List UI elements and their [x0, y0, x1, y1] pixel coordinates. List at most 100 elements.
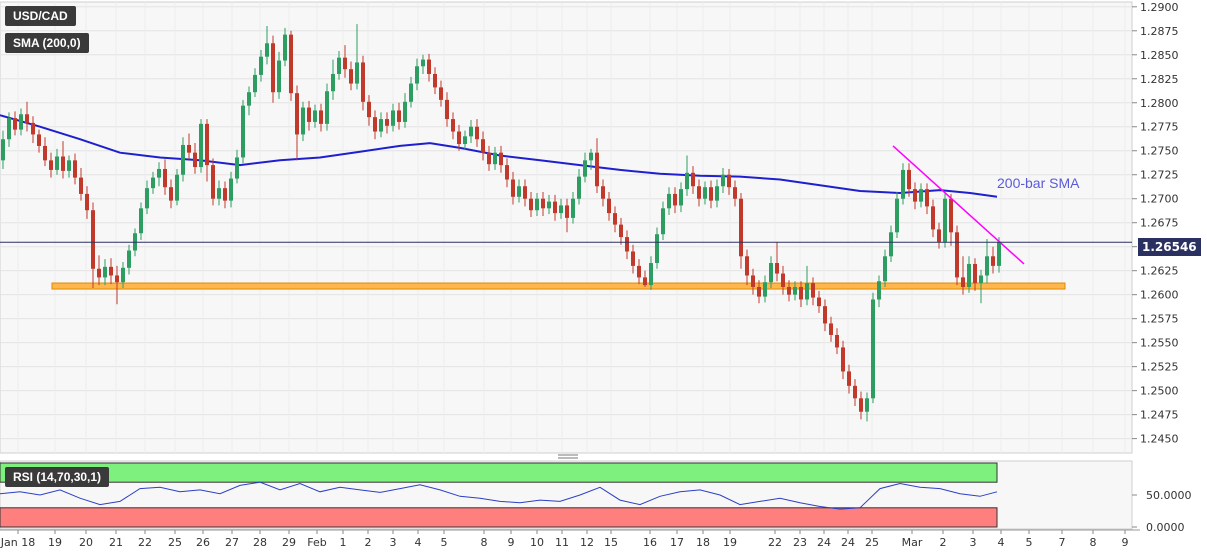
x-tick-label: 17 — [670, 536, 684, 549]
x-tick-label: 8 — [481, 536, 488, 549]
candle-bearish — [781, 273, 785, 287]
x-tick-label: Mar — [902, 536, 923, 549]
candle-bearish — [619, 224, 623, 238]
candle-bearish — [49, 160, 53, 170]
candle-bearish — [187, 144, 191, 153]
candle-bearish — [169, 187, 173, 201]
candle-bearish — [613, 213, 617, 225]
candle-bullish — [901, 169, 905, 199]
candle-bearish — [811, 283, 815, 298]
candle-bearish — [925, 189, 929, 207]
candle-bullish — [277, 60, 281, 93]
candle-bearish — [799, 286, 803, 300]
candle-bearish — [631, 251, 635, 266]
candle-bullish — [19, 114, 23, 130]
candle-bullish — [871, 299, 875, 399]
x-tick-label: 21 — [109, 536, 123, 549]
x-tick-label: 19 — [48, 536, 62, 549]
candle-bearish — [835, 334, 839, 348]
x-tick-label: 26 — [196, 536, 210, 549]
candle-bearish — [853, 385, 857, 399]
candle-bearish — [991, 256, 995, 266]
candle-bullish — [571, 198, 575, 218]
sma-annotation: 200-bar SMA — [997, 175, 1080, 191]
x-tick-label: 22 — [138, 536, 152, 549]
candle-bullish — [379, 119, 383, 132]
candle-bearish — [457, 131, 461, 145]
x-tick-label: 25 — [168, 536, 182, 549]
candle-bearish — [787, 286, 791, 295]
candle-bullish — [535, 198, 539, 211]
x-tick-label: 3 — [970, 536, 977, 549]
candle-bullish — [721, 174, 725, 187]
candle-bullish — [985, 256, 989, 276]
candle-bullish — [67, 160, 71, 171]
candle-bearish — [949, 198, 953, 233]
candle-bearish — [709, 187, 713, 201]
x-tick-label: 15 — [604, 536, 618, 549]
x-tick-label: 5 — [441, 536, 448, 549]
candle-bullish — [253, 74, 257, 93]
candle-bullish — [703, 187, 707, 199]
candle-bearish — [319, 110, 323, 124]
candle-bearish — [541, 198, 545, 209]
candle-bullish — [1, 139, 5, 161]
candle-bullish — [139, 208, 143, 234]
x-tick-label: 24 — [817, 536, 831, 549]
x-tick-label: 5 — [1026, 536, 1033, 549]
symbol-tag: USD/CAD — [5, 6, 76, 26]
rsi-y-tick-label: 50.0000 — [1146, 489, 1192, 502]
candle-bullish — [283, 34, 287, 61]
price-panel — [0, 1, 1133, 454]
x-tick-label: 3 — [390, 536, 397, 549]
candle-bullish — [583, 160, 587, 177]
candle-bullish — [415, 66, 419, 84]
y-tick-label: 1.2675 — [1140, 217, 1179, 230]
candle-bullish — [661, 208, 665, 235]
candle-bullish — [301, 107, 305, 135]
candle-bearish — [751, 275, 755, 287]
candle-bearish — [727, 174, 731, 188]
x-tick-label: 27 — [225, 536, 239, 549]
candle-bullish — [157, 168, 161, 178]
candle-bearish — [505, 165, 509, 180]
x-tick-label: 2 — [940, 536, 947, 549]
candle-bullish — [229, 178, 233, 201]
candle-bullish — [655, 234, 659, 264]
candle-bullish — [241, 105, 245, 158]
y-tick-label: 1.2850 — [1140, 49, 1179, 62]
candle-bearish — [427, 59, 431, 74]
candle-bullish — [391, 110, 395, 126]
candle-bullish — [421, 59, 425, 67]
candle-bearish — [271, 43, 275, 93]
candle-bullish — [325, 91, 329, 124]
y-tick-label: 1.2700 — [1140, 193, 1179, 206]
candle-bearish — [733, 187, 737, 199]
candle-bearish — [109, 266, 113, 276]
x-tick-label: 7 — [1059, 536, 1066, 549]
candle-bullish — [889, 232, 893, 257]
candle-bullish — [181, 144, 185, 175]
candle-bearish — [43, 145, 47, 161]
x-tick-label: 9 — [1122, 536, 1129, 549]
candle-bearish — [31, 122, 35, 135]
candle-bearish — [637, 265, 641, 278]
candle-bearish — [907, 169, 911, 190]
candle-bearish — [439, 87, 443, 100]
candle-bearish — [499, 152, 503, 166]
candle-bullish — [649, 263, 653, 286]
candle-bearish — [373, 117, 377, 132]
x-tick-label: 18 — [696, 536, 710, 549]
candle-bearish — [937, 229, 941, 242]
candle-bullish — [559, 205, 563, 214]
candle-bearish — [739, 198, 743, 257]
candle-bullish — [997, 241, 1001, 266]
candle-bullish — [331, 73, 335, 92]
candle-bullish — [145, 188, 149, 209]
candle-bearish — [223, 188, 227, 201]
y-tick-label: 1.2800 — [1140, 97, 1179, 110]
candle-bullish — [517, 186, 521, 197]
candle-bearish — [73, 160, 77, 178]
rsi-overbought-zone — [0, 462, 998, 483]
